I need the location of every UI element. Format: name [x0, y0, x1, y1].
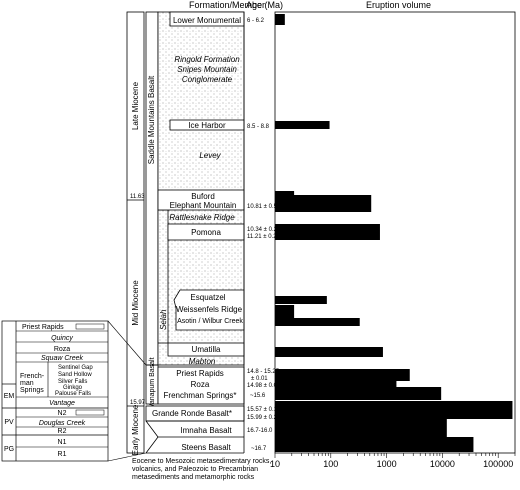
x-tick-label: 10 — [270, 459, 280, 469]
bar-imnaha-basalt — [275, 419, 447, 438]
bar-frenchman-springs — [275, 387, 442, 400]
unit-imnaha: Imnaha Basalt — [180, 426, 232, 435]
unit-asotin: Asotin / Wilbur Creek — [177, 318, 243, 325]
x-tick-label: 100 — [323, 459, 338, 469]
inset-sentinel-gap: Sentinel Gap — [58, 365, 93, 371]
inset-n2: N2 — [58, 410, 67, 417]
boundary-11-63: 11.63 — [130, 194, 145, 200]
unit-mabton: Mabton — [189, 357, 216, 366]
age-pomona-2: 11.21 ± 0.21 — [247, 234, 281, 240]
inset-squaw-creek: Squaw Creek — [41, 355, 84, 362]
formation-header: Formation/Member — [189, 0, 265, 10]
age-grande-ronde-1: 15.57 ± 0.15 — [247, 407, 281, 413]
bars-group — [275, 14, 513, 452]
selah-label: Selah — [159, 309, 168, 330]
bar-steens-basalt — [275, 437, 474, 452]
unit-frenchman-springs: Frenchman Springs* — [164, 391, 237, 400]
inset-palouse-falls: Palouse Falls — [55, 391, 91, 397]
inset-sand-hollow: Sand Hollow — [58, 372, 92, 378]
age-grande-ronde-2: 15.99 ± 0.2 — [247, 415, 278, 421]
x-axis: 10 100 1000 10000 100000 — [270, 453, 516, 469]
x-tick-label: 10000 — [430, 459, 455, 469]
wanapum-label: Wanapum Basalt — [149, 357, 156, 410]
x-tick-label: 1000 — [377, 459, 397, 469]
bar-priest-rapids — [275, 369, 410, 381]
unit-ringold-3: Conglomerate — [182, 75, 233, 84]
age-imnaha: 16.7-16.0 — [247, 428, 273, 434]
basement-note-1: Eocene to Mesozoic metasedimentary rocks… — [132, 458, 271, 465]
inset-r2: R2 — [58, 428, 67, 435]
bar-ice-harbor — [275, 121, 330, 129]
unit-rattlesnake-ridge: Rattlesnake Ridge — [169, 213, 235, 222]
inset-panel: EM PV PG Priest Rapids Quincy Roza Squaw… — [1, 320, 147, 462]
bar-roza — [275, 381, 397, 387]
age-roza: 14.98 ± 0.06 — [247, 383, 281, 389]
age-elephant-mountain: 10.81 ± 0.51 — [247, 204, 281, 210]
unit-elephant-mountain: Elephant Mountain — [170, 201, 237, 210]
basement-note-3: metasediments and metamorphic rocks — [132, 474, 255, 481]
unit-roza: Roza — [191, 380, 210, 389]
unit-levey: Levey — [199, 151, 221, 160]
inset-douglas-creek: Douglas Creek — [39, 420, 86, 427]
inset-n1: N1 — [58, 439, 67, 446]
bar-elephant-mountain — [275, 195, 372, 212]
boundary-15-97: 15.97 — [130, 400, 146, 406]
age-steens: ~16.7 — [251, 446, 267, 452]
unit-weissenfels-ridge: Weissenfels Ridge — [176, 305, 243, 314]
age-priest-rapids-2: ± 0.01 — [251, 376, 268, 382]
unit-pomona: Pomona — [191, 228, 221, 237]
bar-weissenfels-ridge — [275, 305, 295, 319]
age-ice-harbor: 8.5 - 8.8 — [247, 124, 270, 130]
unit-ice-harbor: Ice Harbor — [188, 121, 226, 130]
age-frenchman: ~15.6 — [250, 393, 266, 399]
epoch-mid-miocene: Mid Miocene — [131, 280, 140, 326]
inset-vantage: Vantage — [49, 400, 75, 407]
epoch-early-miocene: Early Miocene — [131, 404, 140, 455]
unit-lower-monumental: Lower Monumental — [173, 16, 241, 25]
inset-band-pv: PV — [4, 419, 14, 426]
age-lower-monumental: 6 - 6.2 — [247, 18, 265, 24]
inset-quincy: Quincy — [51, 335, 73, 342]
inset-priest-rapids: Priest Rapids — [22, 324, 64, 331]
inset-band-pg: PG — [4, 446, 14, 453]
epoch-late-miocene: Late Miocene — [131, 81, 140, 130]
inset-roza: Roza — [54, 346, 70, 353]
inset-ginkgo: Ginkgo — [63, 385, 83, 391]
unit-ringold-1: Ringold Formation — [174, 55, 240, 64]
saddle-mountains-label: Saddle Mountains Basalt — [147, 75, 156, 164]
unit-esquatzel: Esquatzel — [190, 293, 225, 302]
bar-lower-monumental — [275, 14, 285, 25]
inset-frenchman-2: man — [20, 380, 34, 387]
inset-frenchman-3: Springs — [20, 387, 44, 394]
unit-grande-ronde: Grande Ronde Basalt* — [152, 409, 232, 418]
unit-umatilla: Umatilla — [192, 345, 221, 354]
inset-frenchman-1: French- — [20, 373, 45, 380]
basement-note-2: volcanics, and Paleozoic to Precambrian — [132, 466, 258, 473]
age-priest-rapids-1: 14.8 - 15.25 — [247, 369, 280, 375]
inset-r1: R1 — [58, 451, 67, 458]
bar-asotin-wilbur-creek — [275, 318, 360, 326]
inset-silver-falls: Silver Falls — [58, 379, 87, 385]
epoch-column — [126, 11, 145, 454]
unit-steens: Steens Basalt — [181, 443, 231, 452]
volume-header: Eruption volume — [366, 0, 431, 10]
bar-grande-ronde-basalt — [275, 401, 513, 419]
inset-band-em: EM — [4, 393, 15, 400]
unit-buford: Buford — [191, 192, 215, 201]
bar-pomona — [275, 224, 380, 240]
age-header: Age (Ma) — [246, 0, 283, 10]
unit-ringold-2: Snipes Mountain — [177, 65, 237, 74]
unit-priest-rapids: Priest Rapids — [176, 369, 224, 378]
x-tick-label: 100000 — [483, 459, 513, 469]
bar-umatilla — [275, 347, 383, 357]
age-pomona-1: 10.34 ± 0.21 — [247, 227, 281, 233]
bar-esquatzel — [275, 296, 327, 304]
